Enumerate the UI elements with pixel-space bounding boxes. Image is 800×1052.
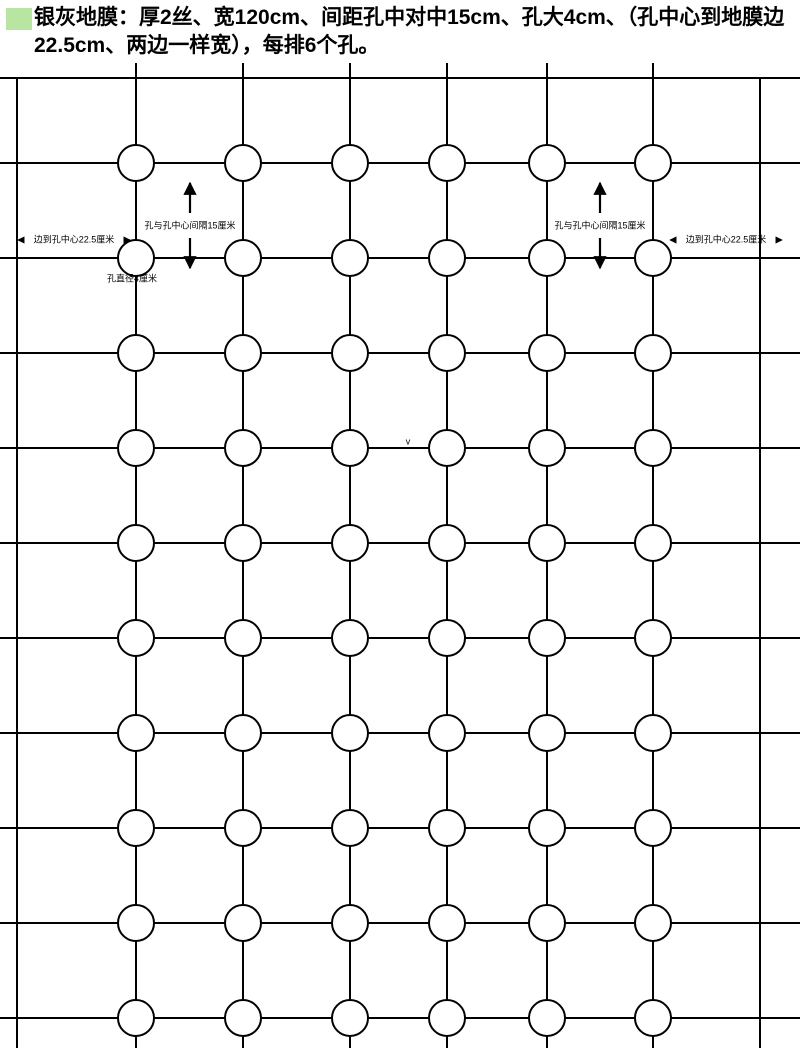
hole-circle [118, 525, 154, 561]
stray-mark: v [406, 436, 411, 446]
right-margin-label: 边到孔中心22.5厘米 [686, 233, 767, 244]
hole-circle [635, 335, 671, 371]
col-spacing-label-right: 孔与孔中心间隔15厘米 [554, 219, 645, 230]
header-swatch-icon [6, 8, 32, 30]
hole-circle [429, 335, 465, 371]
hole-size-label: 孔直径4厘米 [107, 272, 157, 283]
hole-circle [118, 810, 154, 846]
hole-circle [429, 620, 465, 656]
hole-circle [529, 240, 565, 276]
hole-circle [118, 620, 154, 656]
hole-circle [118, 1000, 154, 1036]
mulch-film-diagram: 边到孔中心22.5厘米 边到孔中心22.5厘米 孔与孔中心间隔15厘米 孔与孔中心间隔… [0, 63, 800, 1048]
hole-circle [635, 905, 671, 941]
hole-circle [429, 240, 465, 276]
hole-circle [225, 620, 261, 656]
hole-circle [529, 145, 565, 181]
header: 银灰地膜：厚2丝、宽120cm、间距孔中对中15cm、孔大4cm、（孔中心到地膜… [0, 0, 800, 63]
hole-circle [429, 430, 465, 466]
hole-circle [529, 430, 565, 466]
left-margin-label: 边到孔中心22.5厘米 [34, 233, 115, 244]
hole-circle [529, 1000, 565, 1036]
hole-circle [429, 525, 465, 561]
hole-circle [332, 525, 368, 561]
hole-circle [118, 240, 154, 276]
hole-circle [332, 905, 368, 941]
hole-circle [429, 715, 465, 751]
hole-circle [118, 905, 154, 941]
hole-circle [429, 905, 465, 941]
hole-circle [332, 810, 368, 846]
hole-circle [225, 905, 261, 941]
hole-circle [225, 810, 261, 846]
hole-circle [529, 715, 565, 751]
hole-circle [332, 1000, 368, 1036]
hole-circle [635, 430, 671, 466]
hole-circle [635, 1000, 671, 1036]
hole-circle [635, 240, 671, 276]
hole-circle [635, 620, 671, 656]
hole-circle [635, 145, 671, 181]
diagram-background [0, 63, 800, 1048]
hole-circle [332, 715, 368, 751]
hole-circle [118, 335, 154, 371]
hole-circle [635, 810, 671, 846]
hole-circle [332, 620, 368, 656]
hole-circle [225, 145, 261, 181]
hole-circle [118, 145, 154, 181]
hole-circle [429, 145, 465, 181]
hole-circle [529, 905, 565, 941]
hole-circle [225, 430, 261, 466]
hole-circle [118, 430, 154, 466]
hole-circle [529, 810, 565, 846]
hole-circle [635, 525, 671, 561]
hole-circle [635, 715, 671, 751]
hole-circle [225, 525, 261, 561]
hole-circle [429, 810, 465, 846]
hole-circle [332, 430, 368, 466]
hole-circle [529, 525, 565, 561]
hole-circle [225, 715, 261, 751]
hole-circle [429, 1000, 465, 1036]
hole-circle [225, 1000, 261, 1036]
hole-circle [332, 335, 368, 371]
col-spacing-label-left: 孔与孔中心间隔15厘米 [144, 219, 235, 230]
diagram-svg: 边到孔中心22.5厘米 边到孔中心22.5厘米 孔与孔中心间隔15厘米 孔与孔中心间隔… [0, 63, 800, 1048]
header-text: 银灰地膜：厚2丝、宽120cm、间距孔中对中15cm、孔大4cm、（孔中心到地膜… [34, 4, 794, 61]
hole-circle [529, 335, 565, 371]
hole-circle [225, 240, 261, 276]
hole-circle [332, 145, 368, 181]
hole-circle [118, 715, 154, 751]
hole-circle [332, 240, 368, 276]
hole-circle [225, 335, 261, 371]
hole-circle [529, 620, 565, 656]
